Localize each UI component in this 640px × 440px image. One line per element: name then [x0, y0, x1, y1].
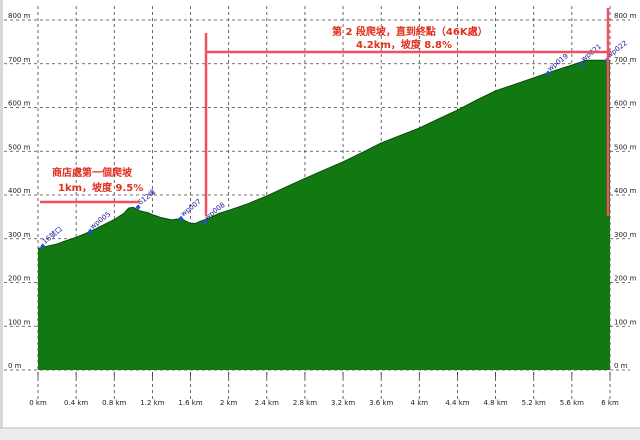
second-climb-note-line2: 4.2km，坡度 8.8%	[356, 38, 452, 51]
x-axis-labels: 0 km 0.4 km 0.8 km 1.2 km 1.6 km 2 km 2.4 km 2.…	[29, 399, 619, 407]
y-tick-label-left-7: 700 m	[8, 56, 31, 64]
x-tick-label-2: 0.8 km	[102, 399, 126, 407]
first-climb-note-line2: 1km，坡度 9.5%	[58, 181, 143, 194]
x-tick-label-5: 2 km	[220, 399, 238, 407]
y-tick-label-right-2: 200 m	[614, 275, 637, 283]
x-tick-label-3: 1.2 km	[140, 399, 164, 407]
y-tick-label-left-3: 300 m	[8, 231, 31, 239]
y-tick-label-left-5: 500 m	[8, 143, 31, 151]
x-tick-label-14: 5.6 km	[560, 399, 584, 407]
waypoint-marker-6	[578, 60, 584, 67]
waypoint-marker-5	[545, 70, 551, 77]
x-tick-label-0: 0 km	[29, 399, 47, 407]
waypoint-marker-2	[135, 204, 141, 211]
y-tick-label-right-3: 300 m	[614, 231, 637, 239]
waypoint-marker-4	[202, 219, 208, 226]
x-axis-tick-marks	[37, 372, 611, 378]
x-tick-label-10: 4 km	[411, 399, 429, 407]
x-tick-label-7: 2.8 km	[293, 399, 317, 407]
y-axis-left-labels: 0 m 100 m 200 m 300 m 400 m 500 m 600 m 700 m 80…	[8, 12, 31, 370]
first-climb-note-line1: 商店處第一個爬坡	[52, 166, 133, 179]
x-tick-label-1: 0.4 km	[64, 399, 88, 407]
second-climb-note-line1: 第 2 段爬坡，直到終點（46K處）	[332, 25, 488, 38]
y-tick-label-left-1: 100 m	[8, 318, 31, 326]
frame-left	[0, 0, 3, 440]
x-tick-label-4: 1.6 km	[178, 399, 202, 407]
y-tick-label-right-0: 0 m	[614, 362, 628, 370]
y-tick-label-right-4: 400 m	[614, 187, 637, 195]
waypoint-marker-0	[40, 243, 46, 250]
frame-bottom	[0, 428, 640, 440]
y-tick-label-left-0: 0 m	[8, 362, 22, 370]
x-tick-label-11: 4.4 km	[445, 399, 469, 407]
y-tick-label-left-8: 800 m	[8, 12, 31, 20]
waypoint-marker-3	[178, 215, 184, 222]
waypoint-label-3: wp007	[179, 197, 202, 218]
x-tick-label-12: 4.8 km	[483, 399, 507, 407]
x-tick-label-13: 5.2 km	[522, 399, 546, 407]
x-tick-label-8: 3.2 km	[331, 399, 355, 407]
y-tick-label-right-5: 500 m	[614, 143, 637, 151]
y-axis-right-labels: 0 m 100 m 200 m 300 m 400 m 500 m 600 m 700 m 80…	[614, 12, 637, 370]
y-tick-label-left-4: 400 m	[8, 187, 31, 195]
y-tick-label-right-8: 800 m	[614, 12, 637, 20]
x-tick-label-9: 3.6 km	[369, 399, 393, 407]
x-tick-label-6: 2.4 km	[255, 399, 279, 407]
y-tick-label-right-7: 700 m	[614, 56, 637, 64]
waypoint-marker-1	[87, 228, 93, 235]
x-tick-label-15: 6 km	[601, 399, 619, 407]
elevation-area	[38, 60, 610, 371]
y-tick-label-left-2: 200 m	[8, 275, 31, 283]
elevation-outline	[37, 59, 610, 249]
y-tick-label-right-6: 600 m	[614, 100, 637, 108]
y-tick-label-right-1: 100 m	[614, 318, 637, 326]
y-tick-label-left-6: 600 m	[8, 100, 31, 108]
